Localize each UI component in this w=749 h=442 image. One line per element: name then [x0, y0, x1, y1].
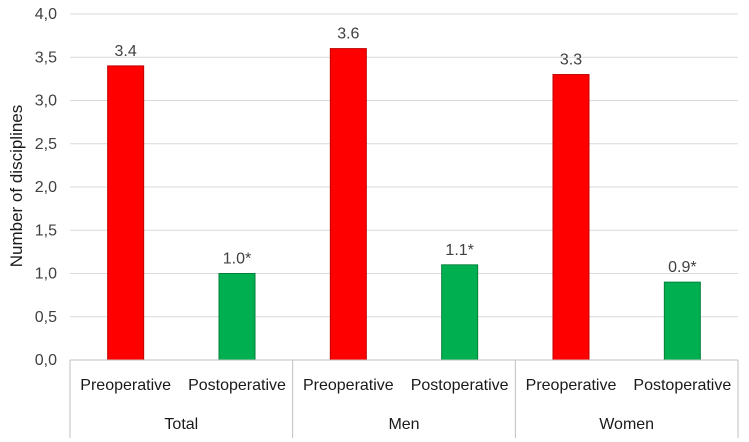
- category-label: Preoperative: [526, 377, 617, 394]
- gridlines: [70, 13, 738, 318]
- data-labels: 3.4 1.0* 3.6 1.1* 3.3 0.9*: [115, 26, 697, 277]
- category-label: Preoperative: [80, 377, 171, 394]
- y-tick-label: 3,0: [35, 93, 57, 110]
- data-label: 3.4: [115, 43, 137, 60]
- group-label: Men: [388, 416, 419, 433]
- y-axis-ticks: 0,0 0,5 1,0 1,5 2,0 2,5 3,0 3,5 4,0: [35, 6, 57, 369]
- y-tick-label: 1,0: [35, 266, 57, 283]
- group-label: Women: [599, 416, 654, 433]
- category-label: Postoperative: [411, 377, 509, 394]
- bars: [107, 48, 701, 361]
- x-axis: Preoperative Postoperative Total Preoperati…: [69, 359, 739, 438]
- bar-men-postoperative: [441, 264, 479, 361]
- category-label: Postoperative: [633, 377, 731, 394]
- y-tick-label: 4,0: [35, 6, 57, 23]
- bar-men-preoperative: [329, 48, 367, 361]
- data-label: 0.9*: [668, 259, 696, 276]
- bar-women-preoperative: [552, 74, 590, 361]
- data-label: 1.1*: [445, 242, 473, 259]
- y-tick-label: 0,0: [35, 352, 57, 369]
- category-label: Preoperative: [303, 377, 394, 394]
- data-label: 1.0*: [223, 251, 251, 268]
- group-label: Total: [164, 416, 198, 433]
- y-tick-label: 0,5: [35, 309, 57, 326]
- category-label: Postoperative: [188, 377, 286, 394]
- y-tick-label: 2,0: [35, 179, 57, 196]
- bar-total-preoperative: [107, 65, 145, 361]
- bar-women-postoperative: [663, 281, 701, 361]
- y-tick-label: 2,5: [35, 136, 57, 153]
- y-tick-label: 3,5: [35, 49, 57, 66]
- data-label: 3.3: [560, 52, 582, 69]
- bar-total-postoperative: [218, 273, 256, 361]
- y-tick-label: 1,5: [35, 222, 57, 239]
- data-label: 3.6: [337, 26, 359, 43]
- y-axis-title: Number of disciplines: [7, 105, 26, 268]
